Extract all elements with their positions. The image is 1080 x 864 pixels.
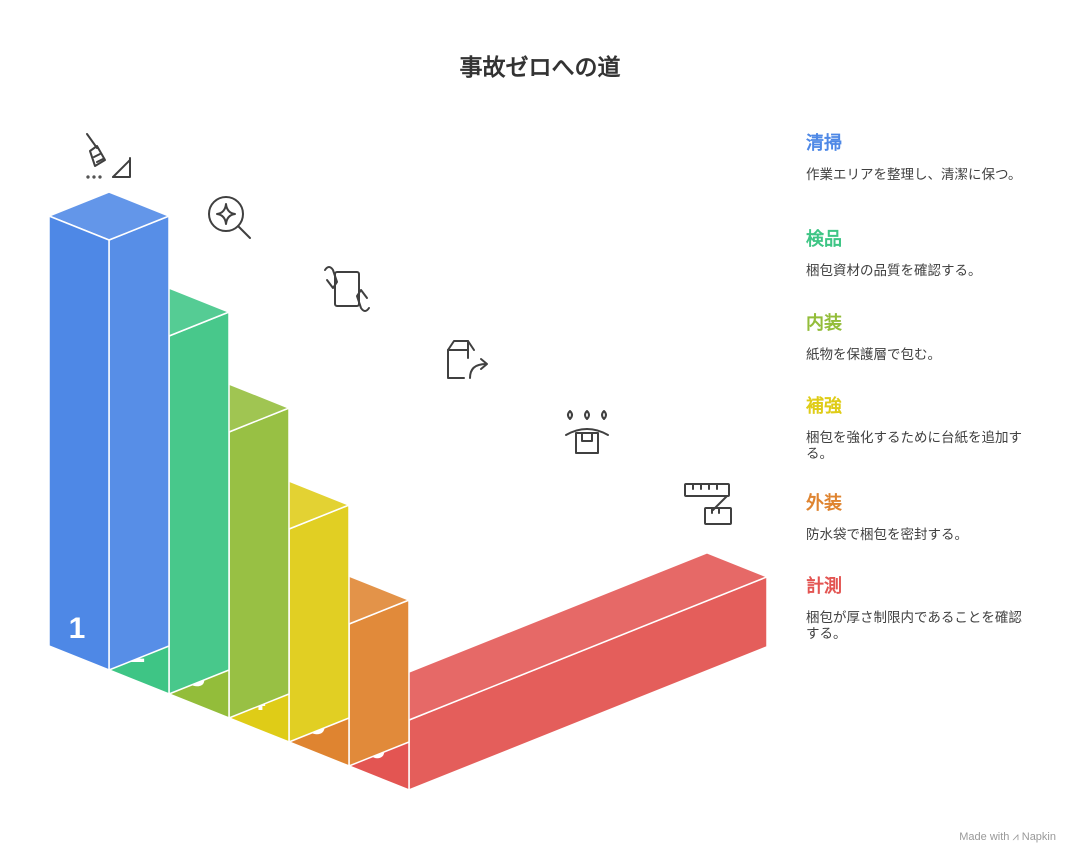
waterproof-box-icon [565, 410, 609, 454]
legend-title: 清掃 [806, 133, 842, 154]
step-number-1: 1 [69, 612, 86, 645]
step-side-face [168, 311, 230, 695]
legend-description: 防水袋で梱包を密封する。 [806, 527, 968, 543]
legend-description: 梱包資材の品質を確認する。 [806, 263, 982, 279]
ruler-icon [684, 483, 732, 525]
hands-paper-icon [324, 266, 370, 312]
legend-title: 内装 [806, 313, 842, 334]
magnifier-sparkle-icon [208, 196, 251, 239]
footer-credit[interactable]: Made with ⩘ Napkin [959, 831, 1056, 844]
legend-item-inner-packing: 内装 紙物を保護層で包む。 [806, 313, 1031, 363]
step-side-face [288, 504, 350, 743]
napkin-logo-icon: ⩘ [1012, 831, 1019, 843]
legend-title: 外装 [806, 493, 842, 514]
legend-description: 梱包が厚さ制限内であることを確認する。 [806, 610, 1022, 642]
legend-item-outer-packing: 外装 防水袋で梱包を密封する。 [806, 493, 1031, 543]
broom-icon [86, 133, 131, 179]
legend-item-reinforcement: 補強 梱包を強化するために台紙を追加する。 [806, 396, 1031, 462]
legend-item-inspection: 検品 梱包資材の品質を確認する。 [806, 229, 1031, 279]
step-side-face [108, 215, 170, 671]
footer-brand: Napkin [1021, 831, 1056, 843]
step-icons [86, 133, 732, 525]
diagram-title: 事故ゼロへの道 [459, 55, 621, 81]
step-front-face [48, 215, 110, 671]
footer-prefix: Made with [959, 831, 1010, 843]
legend-item-cleaning: 清掃 作業エリアを整理し、清潔に保つ。 [806, 133, 1031, 183]
step-side-face [228, 407, 290, 719]
legend-title: 補強 [806, 396, 842, 417]
legend-description: 梱包を強化するために台紙を追加する。 [806, 430, 1022, 462]
legend-title: 計測 [806, 576, 842, 597]
staircase-blocks: 654321 [48, 191, 768, 791]
box-arrow-icon [447, 340, 488, 379]
legend-title: 検品 [806, 229, 842, 250]
step-side-face [348, 599, 410, 767]
legend-item-measurement: 計測 梱包が厚さ制限内であることを確認する。 [806, 576, 1031, 642]
legend-description: 作業エリアを整理し、清潔に保つ。 [806, 167, 1022, 183]
legend-description: 紙物を保護層で包む。 [806, 347, 941, 363]
